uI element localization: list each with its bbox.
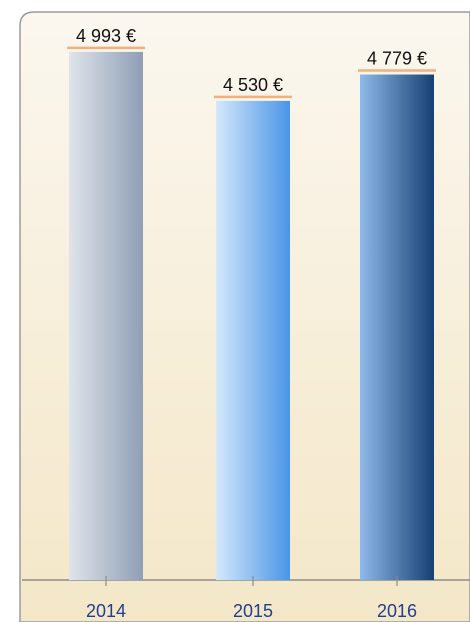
- x-tick-label-2014: 2014: [86, 601, 126, 621]
- bar-2015: [216, 100, 290, 580]
- x-tick-label-2015: 2015: [233, 601, 273, 621]
- bar-2016: [360, 74, 434, 581]
- x-tick-label-2016: 2016: [377, 601, 417, 621]
- marks-layer: 4 993 € 2014 4 530 € 2015 4 779 € 2016: [22, 26, 470, 621]
- value-label-2016: 4 779 €: [367, 49, 427, 69]
- value-label-2014: 4 993 €: [76, 26, 136, 46]
- bar-2014: [69, 51, 143, 581]
- value-label-2015: 4 530 €: [223, 75, 283, 95]
